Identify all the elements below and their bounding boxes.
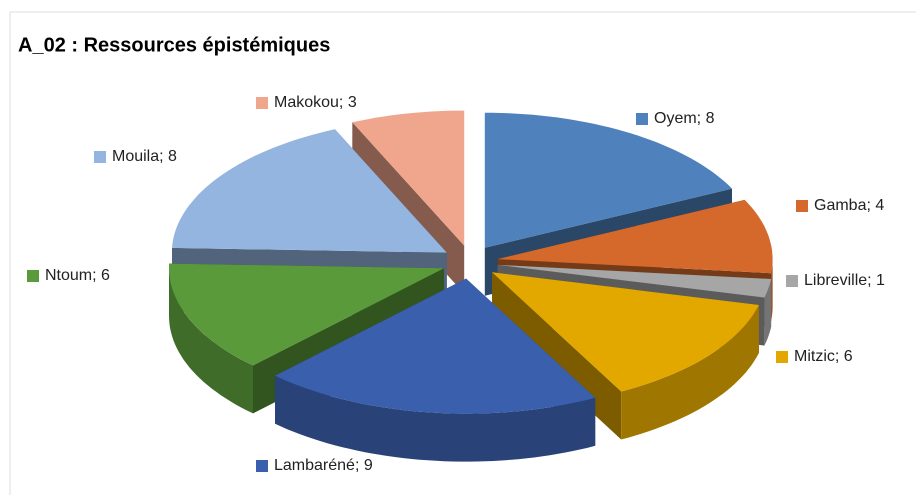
slice-wall bbox=[764, 279, 772, 346]
slice bbox=[484, 112, 732, 248]
data-label: Makokou; 3 bbox=[274, 94, 357, 111]
legend-swatch bbox=[256, 460, 268, 472]
data-label: Lambaréné; 9 bbox=[274, 457, 373, 474]
legend-swatch bbox=[256, 97, 268, 109]
legend-swatch bbox=[27, 270, 39, 282]
slice bbox=[497, 199, 773, 274]
legend-swatch bbox=[636, 113, 648, 125]
slice bbox=[352, 110, 465, 246]
slice-wall bbox=[275, 375, 596, 462]
legend-swatch bbox=[94, 151, 106, 163]
slice bbox=[169, 263, 444, 366]
slice-wall bbox=[771, 259, 773, 322]
data-label: Mitzic; 6 bbox=[794, 348, 853, 365]
chart-title: A_02 : Ressources épistémiques bbox=[18, 34, 330, 56]
slice bbox=[172, 129, 447, 253]
data-label: Libreville; 1 bbox=[804, 272, 885, 289]
data-label: Mouila; 8 bbox=[112, 148, 177, 165]
data-label: Oyem; 8 bbox=[654, 110, 715, 127]
slice bbox=[497, 264, 772, 298]
slice-wall bbox=[621, 305, 759, 440]
legend-swatch bbox=[786, 275, 798, 287]
slice bbox=[275, 278, 596, 414]
legend-swatch bbox=[796, 200, 808, 212]
legend-swatch bbox=[776, 351, 788, 363]
data-label: Ntoum; 6 bbox=[45, 267, 110, 284]
slice-wall bbox=[169, 268, 253, 414]
slice bbox=[492, 272, 759, 392]
data-label: Gamba; 4 bbox=[814, 197, 884, 214]
